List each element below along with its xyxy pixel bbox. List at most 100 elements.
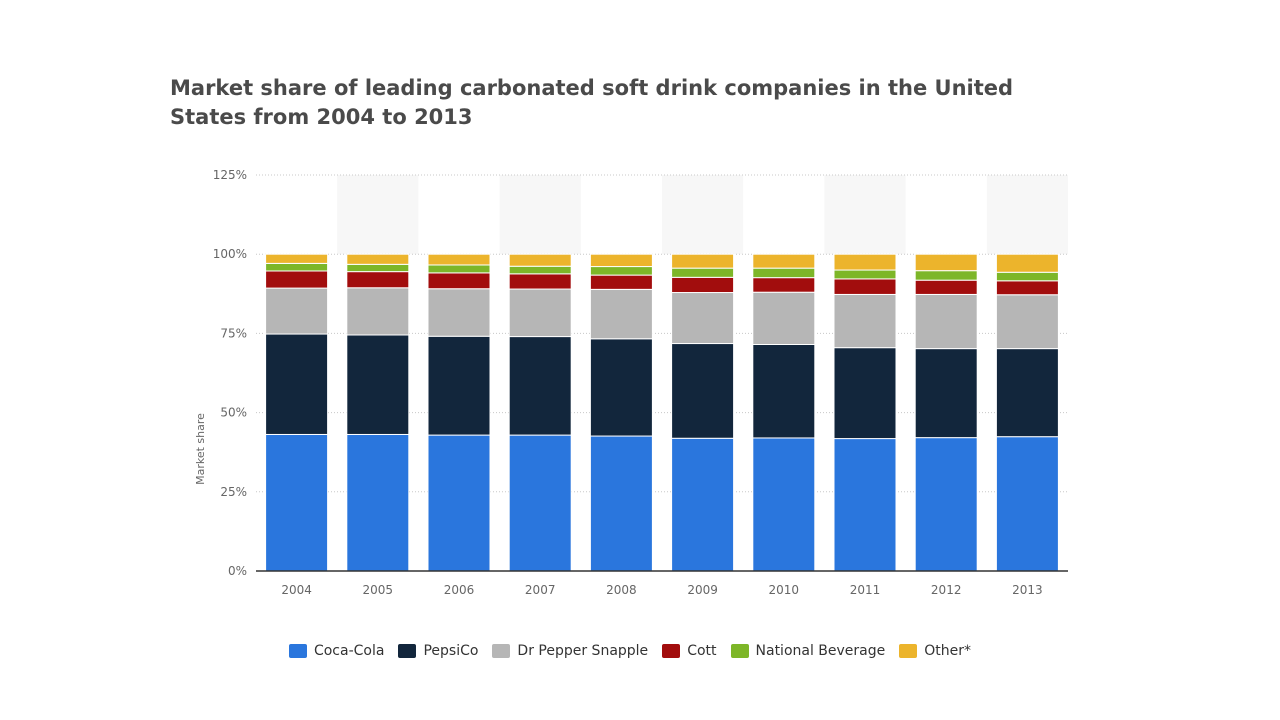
legend-swatch xyxy=(899,644,918,658)
legend-item[interactable]: Coca-Cola xyxy=(288,643,385,659)
bar-segment xyxy=(589,435,653,572)
x-tick-label: 2007 xyxy=(525,583,556,597)
bar-segment xyxy=(427,434,491,572)
bar-segment xyxy=(589,338,653,437)
bar-segment xyxy=(995,436,1059,572)
bar-segment xyxy=(995,348,1059,438)
legend-swatch xyxy=(288,644,307,658)
bar-segment xyxy=(914,279,978,295)
bar-segment xyxy=(427,335,491,436)
background-band xyxy=(499,175,581,255)
bar-segment xyxy=(265,433,329,572)
bar-segment xyxy=(671,343,735,439)
bar-segment xyxy=(671,267,735,278)
y-tick-label: 75% xyxy=(220,326,247,340)
bar-segment xyxy=(346,253,410,265)
chart-legend: Coca-Cola PepsiCo Dr Pepper Snapple Cott Nat… xyxy=(0,643,1260,659)
bar-segment xyxy=(752,343,816,439)
bar-segment xyxy=(833,293,897,349)
bar-segment xyxy=(589,274,653,290)
legend-swatch xyxy=(398,644,417,658)
legend-item[interactable]: Other* xyxy=(899,643,971,659)
chart-title: Market share of leading carbonated soft … xyxy=(170,76,1014,129)
bar-segment xyxy=(752,437,816,572)
y-tick-labels: 0% 25% 50% 75% 100% 125% xyxy=(213,168,247,578)
legend-swatch xyxy=(492,644,511,658)
legend-label: Dr Pepper Snapple xyxy=(517,643,649,659)
bar-segments xyxy=(265,253,1059,572)
y-axis-title: Market share xyxy=(194,413,207,485)
bar-segment xyxy=(589,266,653,276)
bar-segment xyxy=(671,437,735,572)
legend-item[interactable]: Dr Pepper Snapple xyxy=(492,643,648,659)
bar-segment xyxy=(508,336,572,436)
bar-segment xyxy=(508,265,572,275)
bar-segment xyxy=(833,438,897,572)
bar-segment xyxy=(914,348,978,439)
alternating-bands xyxy=(337,175,1068,255)
x-tick-label: 2009 xyxy=(687,583,718,597)
bar-segment xyxy=(914,270,978,281)
bar-segment xyxy=(346,334,410,435)
bar-segment xyxy=(508,253,572,267)
legend-label: Coca-Cola xyxy=(313,643,385,659)
bar-segment xyxy=(995,280,1059,296)
bar-segment xyxy=(265,270,329,289)
bar-segment xyxy=(833,253,897,271)
bar-segment xyxy=(265,333,329,435)
bar-segment xyxy=(265,253,329,264)
y-tick-label: 50% xyxy=(220,406,247,420)
background-band xyxy=(337,175,419,255)
bar-segment xyxy=(833,269,897,280)
bar-segment xyxy=(995,271,1059,282)
legend-item[interactable]: Cott xyxy=(662,643,717,659)
bar-segment xyxy=(671,253,735,269)
y-tick-label: 100% xyxy=(213,247,247,261)
legend-label: Other* xyxy=(924,643,972,659)
x-tick-label: 2008 xyxy=(606,583,637,597)
bar-segment xyxy=(752,291,816,345)
legend-label: PepsiCo xyxy=(423,643,479,659)
y-tick-label: 0% xyxy=(228,564,247,578)
x-tick-label: 2013 xyxy=(1012,583,1043,597)
x-tick-label: 2005 xyxy=(363,583,394,597)
x-tick-label: 2012 xyxy=(931,583,962,597)
x-tick-label: 2010 xyxy=(769,583,800,597)
bar-segment xyxy=(427,272,491,290)
background-band xyxy=(662,175,744,255)
bar-segment xyxy=(914,437,978,572)
bar-segment xyxy=(427,264,491,274)
x-tick-label: 2004 xyxy=(281,583,312,597)
bar-segment xyxy=(833,347,897,440)
bar-segment xyxy=(995,253,1059,273)
x-tick-labels: 2004 2005 2006 2007 2008 2009 2010 2011 2012 2013 xyxy=(281,583,1042,597)
bar-segment xyxy=(265,287,329,335)
bar-segment xyxy=(346,263,410,273)
legend-label: National Beverage xyxy=(755,643,886,659)
background-band xyxy=(824,175,906,255)
bar-segment xyxy=(508,273,572,290)
legend-swatch xyxy=(730,644,749,658)
bar-segment xyxy=(508,434,572,572)
y-tick-label: 25% xyxy=(220,485,247,499)
bar-segment xyxy=(671,276,735,294)
bar-segment xyxy=(346,433,410,572)
bar-segment xyxy=(265,262,329,272)
legend-swatch xyxy=(662,644,681,658)
legend-item[interactable]: National Beverage xyxy=(730,643,886,659)
bar-segment xyxy=(752,267,816,279)
bar-segment xyxy=(995,294,1059,350)
background-band xyxy=(986,175,1068,255)
bar-segment xyxy=(833,278,897,295)
bar-segment xyxy=(427,253,491,266)
bar-segment xyxy=(752,277,816,293)
bar-segment xyxy=(589,253,653,268)
bar-segment xyxy=(346,287,410,336)
bar-segment xyxy=(914,293,978,350)
legend-item[interactable]: PepsiCo xyxy=(398,643,478,659)
y-tick-label: 125% xyxy=(213,168,247,182)
bar-segment xyxy=(671,292,735,345)
bar-segment xyxy=(508,288,572,338)
legend-label: Cott xyxy=(687,643,717,659)
